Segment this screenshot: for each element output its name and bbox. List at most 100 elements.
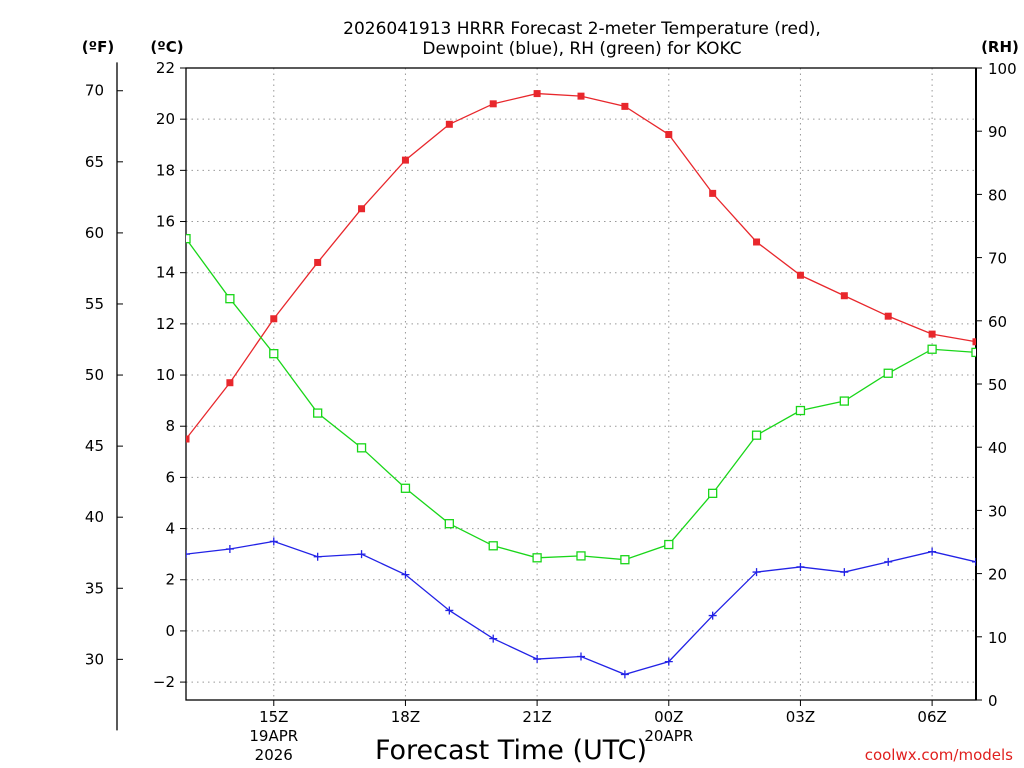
celsius-tick-label: 16 (156, 213, 175, 231)
fahrenheit-tick-label: 55 (85, 295, 104, 313)
dewpoint-data-point (577, 652, 585, 661)
celsius-tick-label: 0 (165, 622, 175, 640)
x-tick-label: 03Z (786, 708, 815, 726)
rh-unit-label: (RH) (981, 38, 1019, 56)
rh-tick-label: 20 (988, 566, 1007, 584)
fahrenheit-tick-label: 30 (85, 650, 104, 668)
dewpoint-data-point (840, 568, 849, 577)
rh-data-point (620, 555, 630, 565)
rh-tick-label: 50 (988, 376, 1007, 394)
fahrenheit-tick-label: 65 (85, 153, 104, 171)
x-tick-year-label: 2026 (255, 746, 293, 764)
fahrenheit-tick-label: 70 (85, 82, 104, 100)
fahrenheit-tick-label: 60 (85, 224, 104, 242)
x-tick-label: 18Z (391, 708, 420, 726)
temperature-data-point (928, 330, 936, 338)
temperature-data-point (621, 102, 629, 110)
temperature-series-line (186, 92, 976, 440)
dewpoint-data-point (357, 550, 366, 559)
series-group (186, 90, 976, 679)
rh-tick-label: 90 (988, 123, 1007, 141)
dewpoint-data-point (533, 655, 542, 664)
rh-tick-label: 30 (988, 502, 1007, 520)
rh-data-point (883, 368, 893, 378)
fahrenheit-tick-label: 40 (85, 508, 104, 526)
grid-lines (186, 67, 976, 700)
dewpoint-data-point (796, 562, 805, 571)
chart-title-line1: 2026041913 HRRR Forecast 2-meter Tempera… (343, 19, 821, 39)
temperature-data-point (489, 100, 497, 108)
dewpoint-data-point (225, 545, 234, 554)
chart-title-line2: Dewpoint (blue), RH (green) for KOKC (422, 39, 741, 59)
rh-tick-label: 40 (988, 439, 1007, 457)
rh-data-point (225, 294, 235, 304)
rh-data-point (400, 483, 411, 493)
dewpoint-data-point (445, 606, 454, 615)
temperature-data-point (186, 435, 190, 443)
celsius-tick-label: 18 (156, 161, 175, 179)
dewpoint-data-point (313, 552, 322, 561)
rh-data-point (708, 488, 718, 498)
rh-data-point (488, 541, 498, 551)
fahrenheit-unit-label: (ºF) (82, 38, 114, 56)
rh-data-point (576, 551, 586, 561)
temperature-data-point (226, 379, 234, 387)
fahrenheit-tick-label: 35 (85, 579, 104, 597)
temperature-data-point (401, 156, 409, 164)
dewpoint-data-point (972, 557, 976, 566)
celsius-tick-label: 20 (156, 110, 175, 128)
rh-data-point (839, 396, 849, 406)
temperature-data-point (884, 312, 892, 320)
dewpoint-data-point (664, 657, 673, 666)
dewpoint-data-point (401, 570, 410, 579)
plot-frame (185, 67, 977, 701)
celsius-tick-label: 22 (156, 59, 175, 77)
temperature-data-point (358, 205, 366, 213)
temperature-data-point (796, 271, 804, 279)
rh-tick-label: 80 (988, 186, 1007, 204)
rh-tick-label: 70 (988, 250, 1007, 268)
celsius-tick-label: 10 (156, 366, 175, 384)
x-tick-label: 06Z (917, 708, 946, 726)
rh-tick-label: 60 (988, 313, 1007, 331)
dewpoint-data-point (186, 550, 190, 559)
rh-tick-label: 0 (988, 692, 998, 710)
rh-data-point (795, 405, 806, 416)
temperature-data-point (577, 92, 585, 100)
temperature-data-point (445, 120, 453, 128)
celsius-tick-label: 12 (156, 315, 175, 333)
temperature-data-point (840, 292, 848, 300)
rh-data-point (356, 443, 367, 453)
temperature-data-point (270, 315, 278, 323)
rh-data-point (664, 539, 674, 550)
dewpoint-data-point (708, 611, 717, 620)
rh-data-point (444, 519, 454, 529)
x-tick-label: 00Z (654, 708, 683, 726)
temperature-data-point (314, 258, 322, 266)
axes (116, 62, 977, 731)
temperature-data-point (972, 338, 976, 346)
dewpoint-data-point (884, 557, 893, 566)
fahrenheit-tick-label: 45 (85, 437, 104, 455)
data-series (186, 90, 976, 679)
celsius-unit-label: (ºC) (150, 38, 183, 56)
celsius-tick-label: 14 (156, 264, 175, 282)
fahrenheit-tick-label: 50 (85, 366, 104, 384)
dewpoint-data-point (620, 670, 629, 679)
x-tick-label: 21Z (522, 708, 551, 726)
source-credit: coolwx.com/models (865, 746, 1013, 764)
x-axis-title: Forecast Time (UTC) (375, 735, 647, 766)
dewpoint-data-point (928, 547, 937, 556)
rh-data-point (751, 430, 762, 440)
celsius-tick-label: 4 (165, 520, 175, 538)
x-tick-date-label: 20APR (644, 727, 693, 745)
dewpoint-data-point (269, 537, 278, 546)
temperature-data-point (533, 90, 541, 98)
rh-data-point (532, 553, 542, 563)
x-tick-date-label: 19APR (249, 727, 298, 745)
rh-data-point (971, 347, 976, 358)
celsius-tick-label: 6 (165, 468, 175, 486)
rh-tick-label: 10 (988, 629, 1007, 647)
celsius-tick-label: 8 (165, 417, 175, 435)
